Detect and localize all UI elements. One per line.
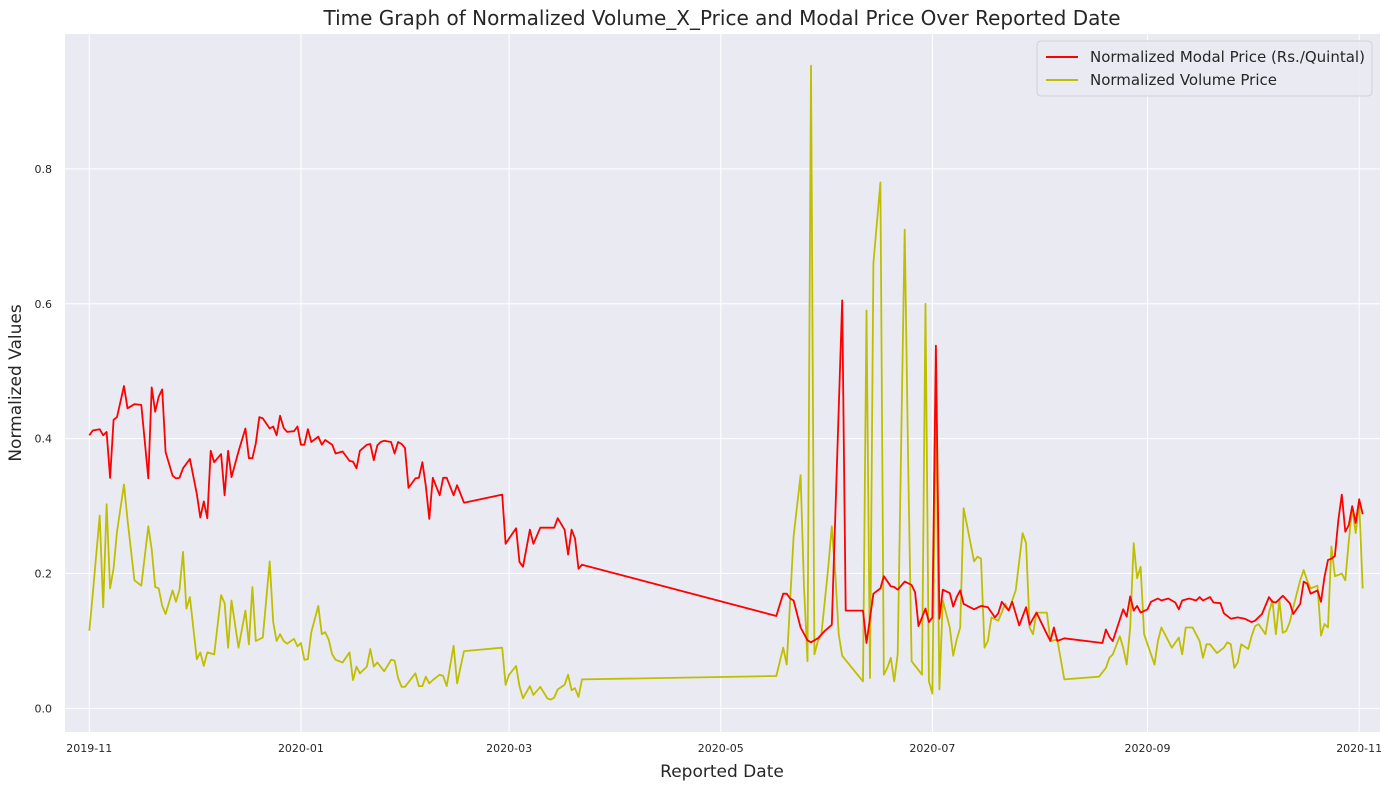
chart-title: Time Graph of Normalized Volume_X_Price … [322,6,1120,30]
legend-label-volume-price: Normalized Volume Price [1090,71,1277,89]
x-tick-label: 2020-07 [909,742,955,755]
grid-x [88,34,1360,732]
x-tick-label: 2020-11 [1336,742,1382,755]
x-tick-label: 2020-01 [278,742,324,755]
x-tick-label: 2020-09 [1125,742,1171,755]
y-tick-labels: 0.0 0.2 0.4 0.6 0.8 [35,163,53,716]
y-tick-label: 0.4 [35,433,53,446]
y-tick-label: 0.0 [35,702,53,715]
series-line-modal-price [88,299,1364,644]
x-tick-label: 2020-05 [698,742,744,755]
y-tick-label: 0.2 [35,568,53,581]
x-tick-labels: 2019-11 2020-01 2020-03 2020-05 2020-07 2020-… [66,742,1382,755]
x-tick-label: 2020-03 [486,742,532,755]
plot-area [65,34,1380,732]
legend-label-modal-price: Normalized Modal Price (Rs./Quintal) [1090,48,1365,66]
x-tick-label: 2019-11 [66,742,112,755]
legend-box [1036,40,1373,97]
grid-y [65,168,1380,709]
series-layer [88,64,1364,701]
y-tick-label: 0.8 [35,163,53,176]
y-tick-label: 0.6 [35,298,53,311]
y-axis-title: Normalized Values [6,304,26,461]
legend: Normalized Modal Price (Rs./Quintal) Nor… [1036,40,1373,97]
x-axis-title: Reported Date [660,762,784,782]
